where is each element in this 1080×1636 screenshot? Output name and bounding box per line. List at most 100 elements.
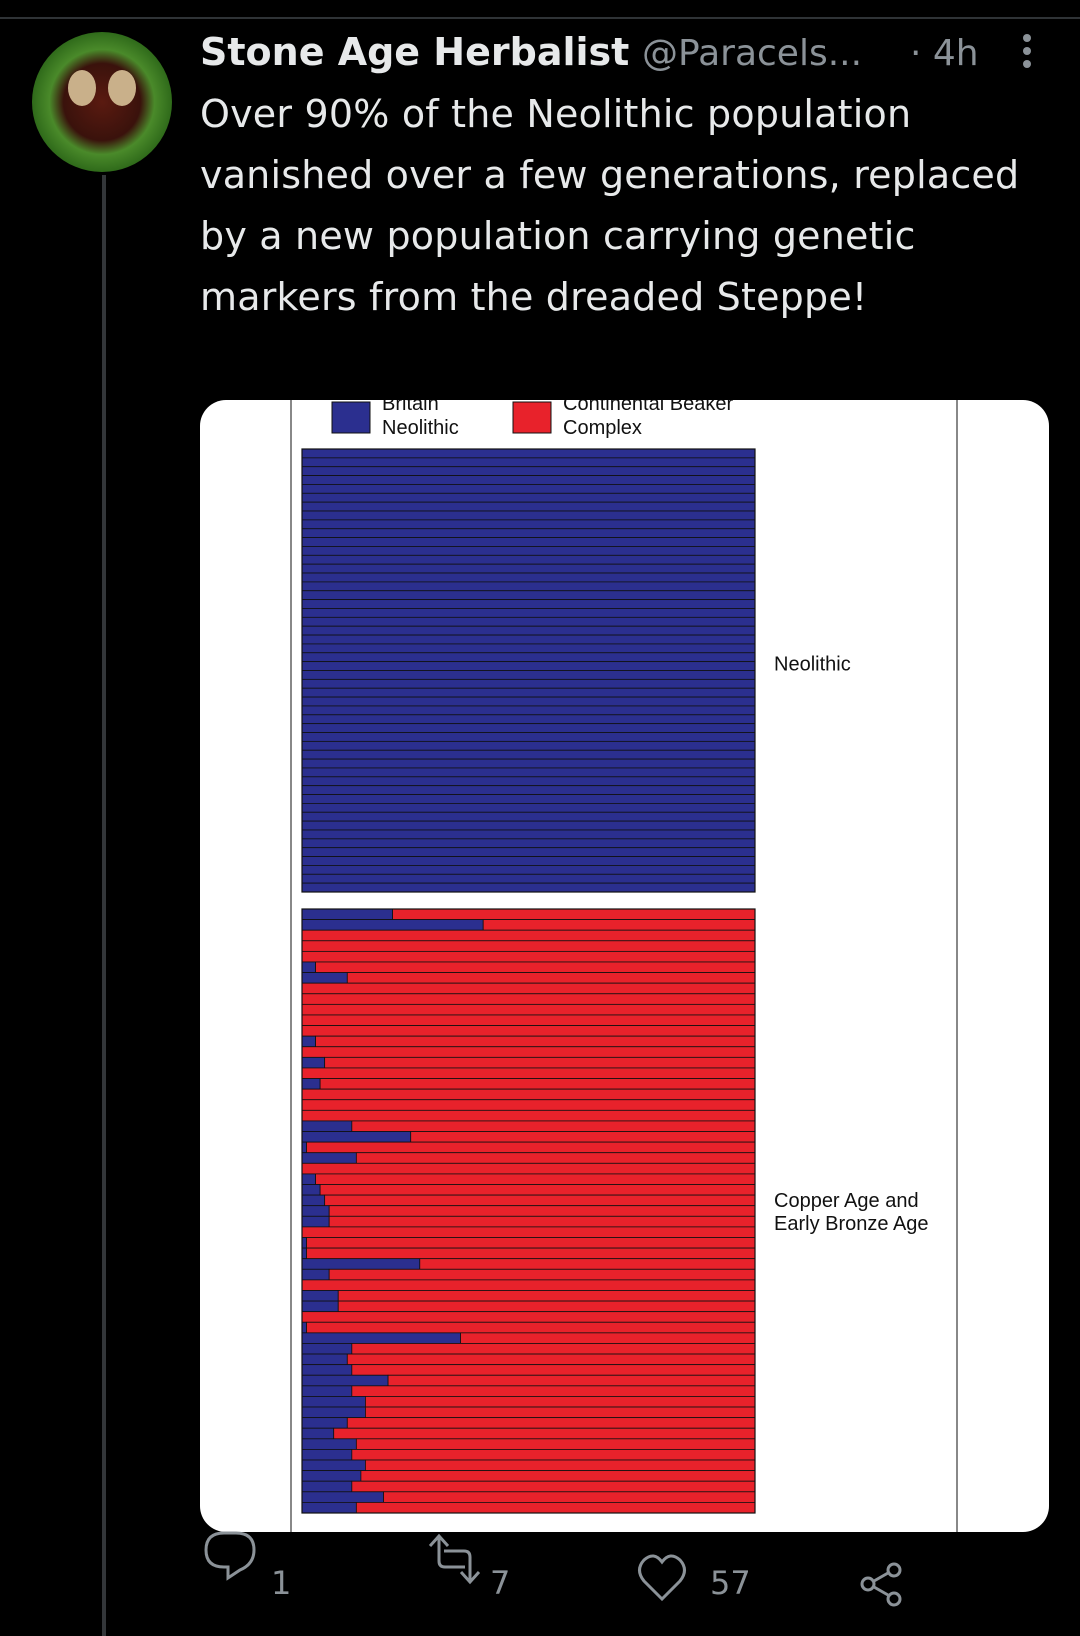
bar-segment [460, 1332, 756, 1344]
bar-segment [351, 1480, 756, 1493]
bar-segment [301, 599, 756, 609]
legend-swatch [331, 401, 371, 434]
bar-segment [301, 475, 756, 485]
like-icon[interactable] [638, 1554, 686, 1602]
tweet-text: Over 90% of the Neolithic population van… [200, 92, 1020, 319]
bar-segment [306, 1141, 756, 1154]
bar-segment [306, 1247, 756, 1260]
reply-count: 1 [271, 1564, 291, 1602]
group-label: Neolithic [774, 654, 851, 676]
bar-segment [365, 1406, 756, 1419]
bar-segment [301, 1173, 316, 1185]
author-handle[interactable]: @Paracels... [642, 33, 862, 74]
bar-segment [301, 608, 756, 618]
bar-segment [301, 1237, 307, 1249]
bar-segment [319, 1184, 756, 1196]
bar-segment [301, 457, 756, 468]
bar-segment [301, 687, 756, 698]
bar-segment [346, 972, 756, 984]
bar-segment [306, 1237, 756, 1249]
bar-segment [301, 1300, 339, 1313]
bar-segment [301, 1321, 307, 1334]
bar-segment [301, 546, 756, 556]
bar-segment [301, 1427, 335, 1440]
bar-segment [315, 1035, 756, 1048]
bar-segment [301, 616, 756, 627]
author-name[interactable]: Stone Age Herbalist [200, 30, 629, 74]
bar-segment [301, 1311, 756, 1323]
bar-segment [301, 785, 756, 795]
bar-segment [301, 581, 756, 592]
bar-segment [315, 961, 756, 973]
bar-segment [301, 528, 756, 538]
timestamp[interactable]: · 4h [910, 33, 979, 74]
bar-segment [301, 1353, 348, 1366]
avatar[interactable] [32, 32, 172, 172]
bar-segment [301, 1438, 357, 1450]
share-icon[interactable] [860, 1562, 902, 1607]
bar-segment [301, 1099, 756, 1111]
bar-segment [301, 732, 756, 742]
bar-segment [301, 1449, 353, 1461]
bar-segment [301, 873, 756, 884]
bar-segment [319, 1078, 756, 1090]
bar-segment [301, 811, 756, 822]
bar-segment [301, 1279, 756, 1291]
bar-segment [306, 1321, 756, 1334]
bar-segment [301, 625, 756, 636]
bar-segment [351, 1343, 756, 1355]
bar-segment [301, 794, 756, 804]
legend-label: Continental Beaker Complex [563, 393, 733, 439]
legend-swatch [512, 401, 552, 434]
bar-segment [301, 519, 756, 530]
bar-segment [301, 1120, 353, 1132]
bar-segment [301, 1109, 756, 1122]
bar-segment [392, 908, 756, 920]
bar-segment [482, 919, 756, 931]
bar-segment [301, 1131, 412, 1143]
bar-segment [301, 1141, 307, 1154]
bar-segment [301, 590, 756, 601]
bar-segment [301, 678, 756, 689]
bar-segment [301, 820, 756, 831]
bar-segment [301, 982, 756, 995]
bar-segment [301, 670, 756, 680]
bar-segment [301, 1067, 756, 1079]
bar-segment [301, 723, 756, 733]
bar-segment [301, 1152, 357, 1164]
bar-segment [324, 1194, 756, 1207]
bar-segment [301, 919, 484, 931]
bar-segment [346, 1417, 756, 1429]
retweet-icon[interactable] [428, 1533, 481, 1585]
chart: Britain Neolithic Continental Beaker Comple… [301, 393, 929, 1514]
bar-segment [301, 537, 756, 547]
bar-segment [301, 929, 756, 942]
reply-icon[interactable] [204, 1531, 256, 1581]
bar-segment [301, 634, 756, 645]
bar-segment [301, 1502, 357, 1514]
bar-segment [410, 1131, 756, 1143]
bar-segment [301, 882, 756, 893]
bar-segment [301, 661, 756, 671]
bar-segment [301, 776, 756, 787]
media-card[interactable]: Britain Neolithic Continental Beaker Comple… [200, 393, 1049, 1532]
bar-segment [324, 1056, 756, 1069]
bar-segment [301, 740, 756, 751]
bar-segment [301, 908, 393, 920]
bar-segment [301, 838, 756, 849]
bar-segment [387, 1374, 756, 1387]
bar-segment [301, 961, 316, 973]
bar-segment [351, 1449, 756, 1461]
bar-segment [301, 448, 756, 459]
more-menu[interactable] [1023, 34, 1031, 68]
group-label: Copper Age and Early Bronze Age [774, 1190, 929, 1235]
bar-segment [301, 940, 756, 952]
bar-segment [346, 1353, 756, 1366]
bar-segment [301, 1417, 348, 1429]
panel-frame [301, 448, 756, 893]
bar-segment [301, 758, 756, 769]
bar-segment [355, 1502, 756, 1514]
bar-segment [301, 1226, 756, 1238]
bar-segment [301, 993, 756, 1005]
